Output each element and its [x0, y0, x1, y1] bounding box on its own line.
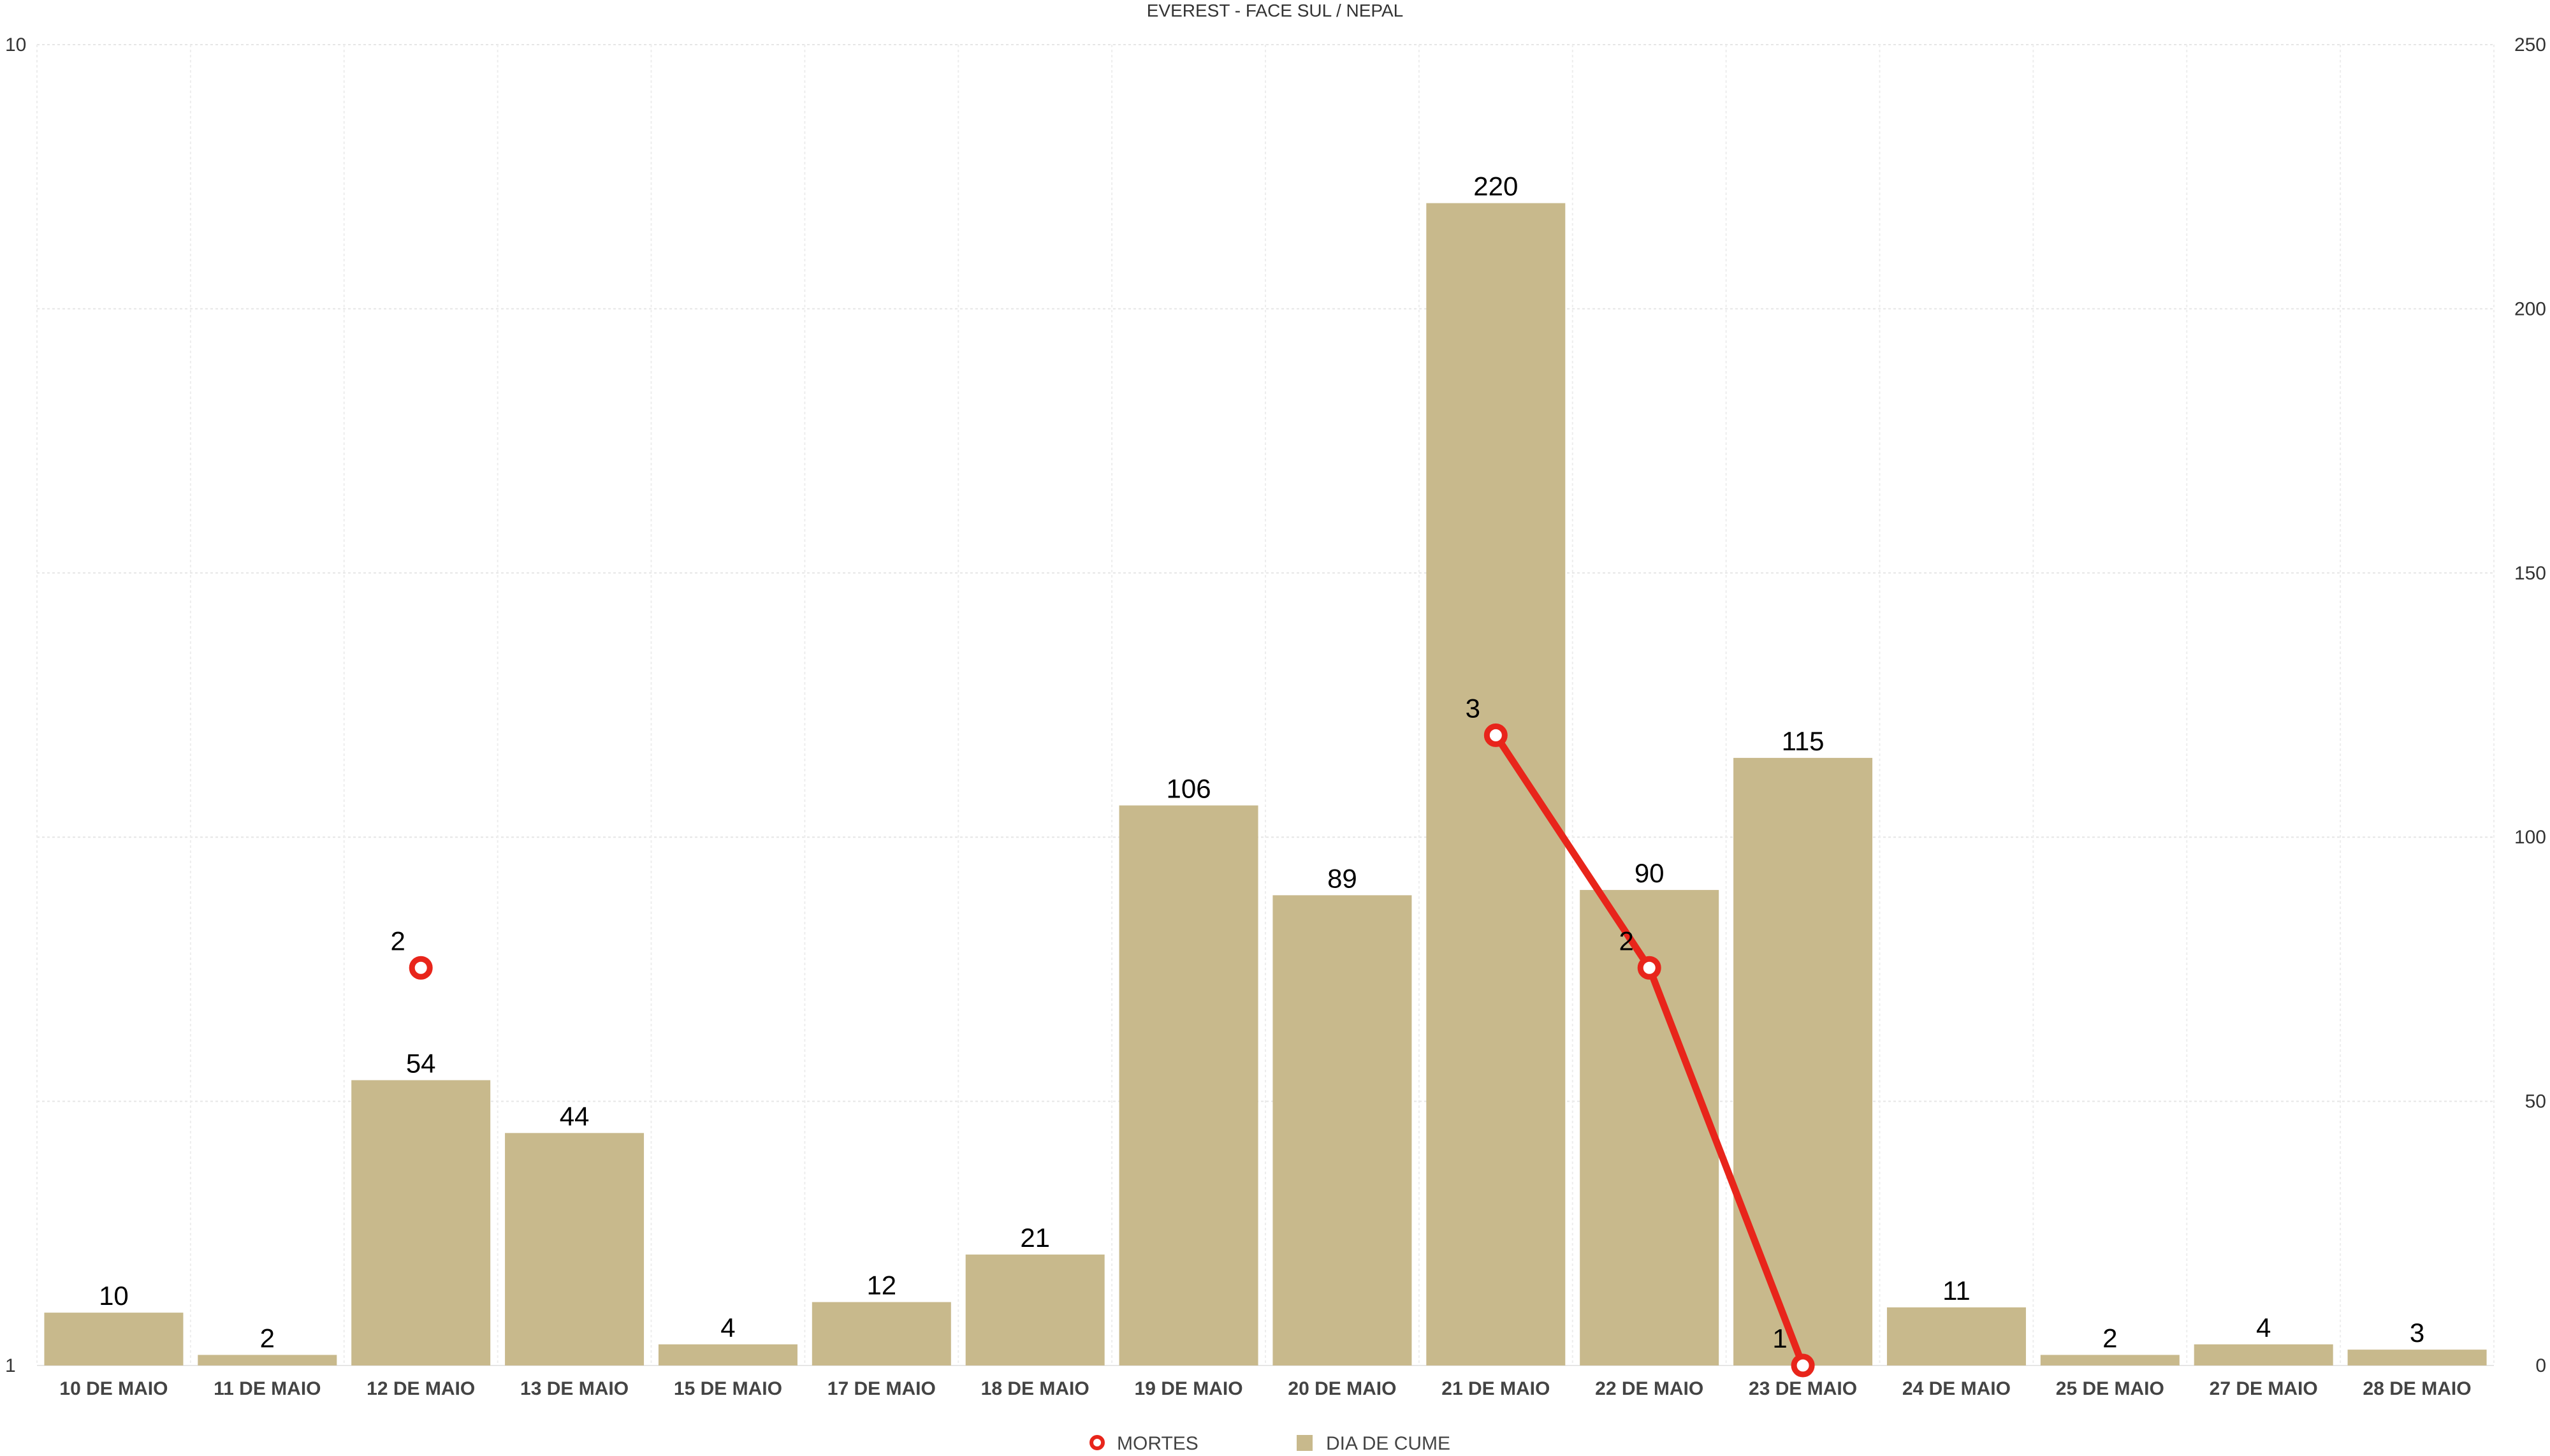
- bar-value-label: 2: [260, 1323, 275, 1353]
- bar: [965, 1254, 1105, 1365]
- x-axis-category-label: 18 DE MAIO: [981, 1378, 1089, 1399]
- bar-value-label: 4: [2256, 1313, 2271, 1343]
- x-axis-category-label: 24 DE MAIO: [1902, 1378, 2011, 1399]
- legend-label-mortes: MORTES: [1117, 1433, 1198, 1454]
- right-axis-tick-label: 100: [2514, 827, 2546, 848]
- line-point: [1791, 1353, 1815, 1378]
- bar: [2347, 1350, 2487, 1365]
- bar-value-label: 10: [99, 1281, 129, 1311]
- line-value-label: 3: [1466, 693, 1480, 723]
- chart-title: EVEREST - FACE SUL / NEPAL: [1147, 1, 1404, 20]
- bar: [198, 1355, 337, 1365]
- bar-value-label: 106: [1167, 773, 1211, 803]
- bar: [44, 1313, 184, 1365]
- line-point: [1637, 956, 1661, 980]
- right-axis-tick-label: 250: [2514, 34, 2546, 55]
- x-axis-category-label: 27 DE MAIO: [2210, 1378, 2318, 1399]
- bar: [1733, 757, 1873, 1365]
- x-axis-category-label: 20 DE MAIO: [1288, 1378, 1396, 1399]
- right-axis-tick-label: 50: [2525, 1091, 2546, 1112]
- bar-value-label: 115: [1782, 726, 1825, 756]
- x-axis-category-label: 12 DE MAIO: [367, 1378, 475, 1399]
- bar: [351, 1080, 491, 1365]
- x-axis-category-label: 11 DE MAIO: [214, 1378, 321, 1399]
- bar-value-label: 21: [1020, 1223, 1050, 1253]
- x-axis-categories: 10 DE MAIO 11 DE MAIO 12 DE MAIO 13 DE MAIO…: [59, 1378, 2471, 1399]
- bar-value-label: 11: [1942, 1276, 1971, 1306]
- bar-value-label: 90: [1635, 858, 1665, 888]
- bar-value-label: 44: [560, 1101, 590, 1131]
- bar-value-label: 89: [1327, 863, 1357, 893]
- line-value-label: 2: [1619, 926, 1634, 956]
- right-axis: 0 50 100 150 200 250: [2514, 34, 2546, 1376]
- bar-value-label: 220: [1473, 171, 1518, 201]
- bar-value-label: 3: [2410, 1318, 2424, 1348]
- x-axis-category-label: 25 DE MAIO: [2056, 1378, 2164, 1399]
- left-axis: 1 10: [5, 34, 26, 1376]
- right-axis-tick-label: 0: [2535, 1355, 2546, 1376]
- bar-value-label: 54: [406, 1048, 436, 1078]
- legend-label-dia-de-cume: DIA DE CUME: [1326, 1433, 1450, 1454]
- grid: [36, 44, 2495, 1366]
- bar: [1119, 805, 1258, 1365]
- x-axis-category-label: 28 DE MAIO: [2363, 1378, 2472, 1399]
- bar-series: [44, 203, 2487, 1365]
- x-axis-category-label: 19 DE MAIO: [1135, 1378, 1243, 1399]
- line-value-label: 1: [1772, 1323, 1787, 1353]
- left-axis-tick-label: 1: [5, 1355, 16, 1376]
- x-axis-category-label: 10 DE MAIO: [59, 1378, 168, 1399]
- line-point: [1483, 723, 1508, 747]
- bar: [1886, 1307, 2026, 1365]
- bar-value-label: 4: [720, 1313, 735, 1343]
- legend: MORTES DIA DE CUME: [1089, 1433, 1450, 1454]
- legend-marker-mortes: [1089, 1435, 1105, 1450]
- bar: [1272, 895, 1412, 1365]
- bar-value-label: 2: [2102, 1323, 2117, 1353]
- x-axis-category-label: 22 DE MAIO: [1595, 1378, 1703, 1399]
- right-axis-tick-label: 150: [2514, 563, 2546, 584]
- bar-value-label: 12: [866, 1270, 896, 1300]
- x-axis-category-label: 13 DE MAIO: [520, 1378, 629, 1399]
- right-axis-tick-label: 200: [2514, 298, 2546, 319]
- bar: [2040, 1355, 2180, 1365]
- x-axis-category-label: 21 DE MAIO: [1441, 1378, 1550, 1399]
- bar: [812, 1302, 951, 1365]
- x-axis-category-label: 23 DE MAIO: [1749, 1378, 1857, 1399]
- left-axis-tick-label: 10: [5, 34, 26, 55]
- line-point: [409, 956, 433, 980]
- x-axis-category-label: 15 DE MAIO: [674, 1378, 782, 1399]
- line-value-label: 2: [391, 926, 405, 956]
- bar: [658, 1344, 798, 1365]
- bar: [2194, 1344, 2333, 1365]
- bar: [505, 1133, 645, 1365]
- x-axis-category-label: 17 DE MAIO: [827, 1378, 936, 1399]
- bar: [1426, 203, 1566, 1365]
- legend-marker-dia-de-cume: [1297, 1435, 1313, 1451]
